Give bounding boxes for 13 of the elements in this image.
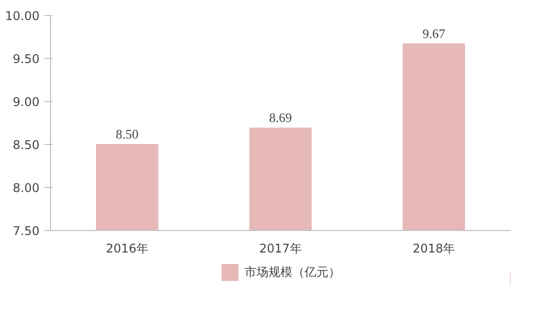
x-tick-label: 2016年 xyxy=(106,242,148,256)
x-tick-label: 2018年 xyxy=(412,242,456,256)
x-tick-label: 2017年 xyxy=(259,242,302,256)
y-tick-label: 7.50 xyxy=(12,224,40,238)
legend-label: 市场规模（亿元） xyxy=(244,264,340,280)
data-label: 8.69 xyxy=(269,110,292,126)
y-tick-label: 8.50 xyxy=(12,138,40,152)
y-tick-label: 9.00 xyxy=(12,95,40,109)
data-label: 8.50 xyxy=(116,126,139,142)
data-label: 9.67 xyxy=(422,26,446,41)
y-tick-label: 10.00 xyxy=(5,9,40,23)
y-tick-label: 9.50 xyxy=(12,52,40,66)
y-tick-label: 8.00 xyxy=(12,181,40,195)
